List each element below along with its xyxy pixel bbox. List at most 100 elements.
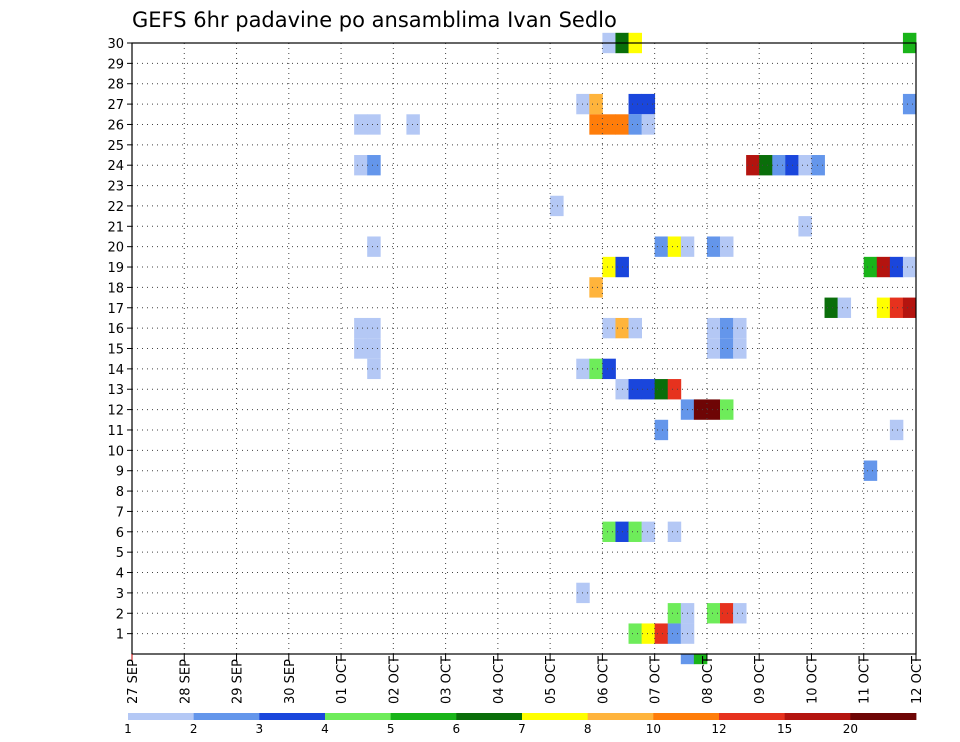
x-tick-label: 28 SEP bbox=[178, 659, 193, 704]
colorbar-label: 5 bbox=[387, 722, 395, 736]
x-tick-label: 29 SEP bbox=[231, 659, 246, 704]
x-tick-label: 03 OCT bbox=[440, 656, 455, 704]
heatmap-cell bbox=[354, 317, 368, 339]
y-tick-label: 20 bbox=[107, 241, 124, 256]
heatmap-cell bbox=[772, 155, 786, 176]
colorbar-legend: 1 2 3 4 5 6 7 8 10 12 15 20 bbox=[124, 713, 917, 736]
heatmap-cell bbox=[667, 521, 682, 542]
colorbar-swatch bbox=[719, 713, 786, 720]
heatmap-cell bbox=[367, 317, 381, 339]
colorbar-swatch bbox=[456, 713, 523, 720]
y-axis: 1234567891011121314151617181920212223242… bbox=[107, 37, 132, 643]
y-tick-label: 24 bbox=[107, 159, 124, 174]
y-tick-label: 19 bbox=[107, 261, 124, 276]
heatmap-cell bbox=[706, 317, 721, 339]
heatmap-cell bbox=[811, 155, 825, 176]
heatmap-cell bbox=[367, 358, 381, 380]
x-tick-label: 27 SEP bbox=[126, 659, 141, 704]
heatmap-cell bbox=[641, 93, 656, 115]
y-tick-label: 1 bbox=[116, 628, 124, 643]
heatmap-cell bbox=[720, 338, 734, 359]
heatmap-cell bbox=[706, 603, 721, 624]
y-tick-label: 12 bbox=[107, 404, 124, 419]
x-tick-label: 06 OCT bbox=[596, 656, 611, 704]
heatmap-cell bbox=[367, 114, 381, 135]
colorbar-label: 3 bbox=[256, 722, 264, 736]
heatmap-cell bbox=[706, 236, 721, 257]
heatmap-cell bbox=[641, 623, 656, 644]
heatmap-cell bbox=[720, 236, 734, 257]
y-tick-label: 10 bbox=[107, 444, 124, 459]
heatmap-cell bbox=[876, 256, 891, 278]
colorbar-swatch bbox=[259, 713, 326, 720]
heatmap-cell bbox=[667, 379, 682, 400]
heatmap-cell bbox=[602, 317, 616, 339]
x-tick-label: 08 OCT bbox=[701, 656, 716, 704]
x-tick-label: 04 OCT bbox=[492, 656, 507, 704]
heatmap-cell bbox=[367, 155, 381, 176]
heatmap-cell bbox=[667, 236, 682, 257]
colorbar-swatch bbox=[850, 713, 917, 720]
y-tick-label: 15 bbox=[107, 343, 124, 358]
y-tick-label: 11 bbox=[107, 424, 124, 439]
heatmap-cell bbox=[602, 114, 616, 135]
heatmap-cell bbox=[667, 623, 682, 644]
heatmap-cell bbox=[654, 379, 669, 400]
heatmap-cell bbox=[628, 317, 642, 339]
x-axis: 27 SEP 28 SEP 29 SEP 30 SEP 01 OCT 02 OCT 03 O… bbox=[126, 654, 925, 704]
y-tick-label: 13 bbox=[107, 383, 124, 398]
y-tick-label: 25 bbox=[107, 139, 124, 154]
heatmap-cell bbox=[628, 114, 642, 135]
x-tick-label: 11 OCT bbox=[858, 656, 873, 704]
heatmap-cell bbox=[863, 256, 878, 278]
heatmap-cell bbox=[550, 195, 564, 217]
heatmap-cell bbox=[876, 297, 891, 318]
colorbar-swatch bbox=[653, 713, 720, 720]
colorbar-label: 7 bbox=[518, 722, 526, 736]
heatmap-cell bbox=[628, 623, 642, 644]
y-tick-label: 8 bbox=[116, 485, 124, 500]
y-tick-label: 14 bbox=[107, 363, 124, 378]
colorbar-label: 6 bbox=[453, 722, 461, 736]
heatmap-cell bbox=[902, 93, 917, 115]
y-tick-label: 23 bbox=[107, 180, 124, 195]
colorbar-label: 12 bbox=[711, 722, 726, 736]
colorbar-label: 20 bbox=[843, 722, 858, 736]
heatmap-cell bbox=[602, 521, 616, 542]
x-tick-label: 05 OCT bbox=[544, 656, 559, 704]
heatmap-cell bbox=[889, 297, 904, 318]
heatmap-cell bbox=[602, 256, 616, 278]
heatmap-cell bbox=[720, 603, 734, 624]
y-tick-label: 26 bbox=[107, 118, 124, 133]
heatmap-cell bbox=[641, 379, 656, 400]
x-tick-label: 01 OCT bbox=[335, 656, 350, 704]
heatmap-cell bbox=[733, 317, 747, 339]
heatmap-cell bbox=[889, 256, 904, 278]
heatmap-cell bbox=[602, 358, 616, 380]
y-tick-label: 17 bbox=[107, 302, 124, 317]
colorbar-label: 15 bbox=[777, 722, 792, 736]
heatmap-cell bbox=[628, 521, 642, 542]
x-tick-label: 09 OCT bbox=[753, 656, 768, 704]
heatmap-cell bbox=[680, 654, 695, 665]
heatmap-cell bbox=[863, 460, 878, 481]
heatmap-cell bbox=[706, 399, 721, 420]
y-tick-label: 27 bbox=[107, 98, 124, 113]
heatmap-cell bbox=[589, 358, 603, 380]
y-tick-label: 30 bbox=[107, 37, 124, 52]
heatmap-cell bbox=[798, 216, 812, 237]
y-tick-label: 6 bbox=[116, 526, 124, 541]
heatmap-cell bbox=[354, 155, 368, 176]
colorbar-swatch bbox=[587, 713, 654, 720]
y-tick-label: 4 bbox=[116, 567, 124, 582]
colorbar-label: 10 bbox=[646, 722, 661, 736]
colorbar-swatch bbox=[128, 713, 195, 720]
heatmap-cell bbox=[654, 236, 669, 257]
heatmap-cell bbox=[824, 297, 838, 318]
heatmap-cell bbox=[654, 623, 669, 644]
y-tick-label: 16 bbox=[107, 322, 124, 337]
heatmap-cell bbox=[733, 603, 747, 624]
heatmap-cell bbox=[641, 521, 656, 542]
colorbar-swatch bbox=[390, 713, 457, 720]
heatmap-cell bbox=[628, 379, 642, 400]
